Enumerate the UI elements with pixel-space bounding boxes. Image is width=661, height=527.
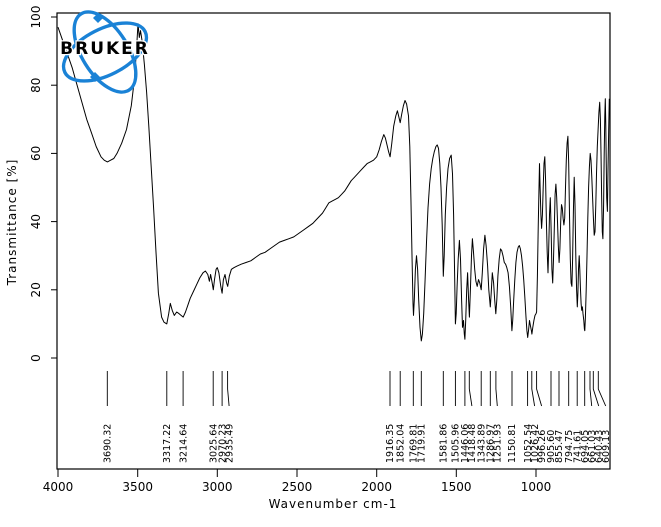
peak-label: 2970.23 [217, 424, 228, 463]
peak-label: 1418.48 [467, 424, 478, 463]
peak-marker [495, 371, 498, 407]
plot-border [56, 12, 611, 470]
peak-marker [597, 371, 607, 407]
peak-label: 1769.81 [409, 424, 420, 463]
y-axis-title: Transmittance [%] [5, 159, 19, 287]
spectrum-curve-group [57, 23, 610, 342]
x-tick-label: 1500 [441, 480, 472, 494]
peak-label: 1446.06 [460, 424, 471, 463]
bruker-orbit-icon [61, 21, 149, 83]
x-tick-label: 2500 [282, 480, 313, 494]
peak-label: 661.03 [587, 430, 598, 463]
peak-label: 3025.64 [208, 424, 219, 463]
bruker-orbit-icon [72, 10, 138, 94]
peak-annotations-group: 3690.32 3317.22 3214.64 3025.642970.232935.… [103, 371, 612, 463]
peak-label: 741.61 [572, 430, 583, 463]
peak-label: 1251.93 [493, 424, 504, 463]
peak-label: 1852.04 [395, 424, 406, 463]
y-axis: 0 20 40 60 80 100 [29, 6, 57, 362]
peak-label: 1286.97 [486, 424, 497, 463]
peak-label: 3317.22 [162, 424, 173, 463]
x-tick-label: 2000 [361, 480, 392, 494]
y-tick-label: 40 [29, 214, 43, 229]
peak-label: 3214.64 [178, 424, 189, 463]
spectrum-curve [57, 23, 610, 342]
peak-label: 794.75 [564, 430, 575, 463]
peak-label: 3690.32 [103, 424, 114, 463]
peak-label: 2935.49 [224, 424, 235, 463]
y-tick-label: 60 [29, 146, 43, 161]
bruker-logo-text: BRUKER [60, 39, 150, 59]
peak-marker [227, 371, 230, 407]
peak-label: 905.60 [546, 430, 557, 463]
y-tick-label: 100 [29, 6, 43, 29]
x-axis-title: Wavenumber cm-1 [269, 497, 398, 511]
peak-label: 1505.96 [451, 424, 462, 463]
peak-label: 855.47 [554, 430, 565, 463]
x-tick-label: 4000 [43, 480, 74, 494]
peak-label: 1052.54 [523, 424, 534, 463]
x-axis: 4000 3500 3000 2500 2000 1500 1000 [43, 469, 552, 494]
bruker-electron-dot-icon [93, 13, 103, 23]
peak-label: 996.26 [537, 430, 548, 463]
y-tick-label: 20 [29, 282, 43, 297]
peak-marker [592, 371, 600, 407]
x-tick-label: 1000 [521, 480, 552, 494]
peak-label: 1719.91 [417, 424, 428, 463]
peak-label: 694.05 [580, 430, 591, 463]
peak-marker [531, 371, 536, 407]
peak-label: 1916.35 [385, 424, 396, 463]
peak-marker [589, 371, 593, 407]
bruker-electron-dot-icon [90, 72, 100, 82]
peak-label: 1343.89 [476, 424, 487, 463]
peak-label: 1150.81 [507, 424, 518, 463]
peak-marker [468, 371, 473, 407]
bruker-logo: BRUKER [59, 10, 150, 94]
y-tick-label: 80 [29, 78, 43, 93]
x-tick-label: 3000 [202, 480, 233, 494]
y-tick-label: 0 [29, 354, 43, 362]
peak-label: 1581.86 [439, 424, 450, 463]
peak-marker [536, 371, 543, 407]
peak-label: 609.13 [601, 430, 612, 463]
peak-label: 1026.42 [530, 424, 541, 463]
x-tick-label: 3500 [122, 480, 153, 494]
peak-label: 640.43 [594, 430, 605, 463]
